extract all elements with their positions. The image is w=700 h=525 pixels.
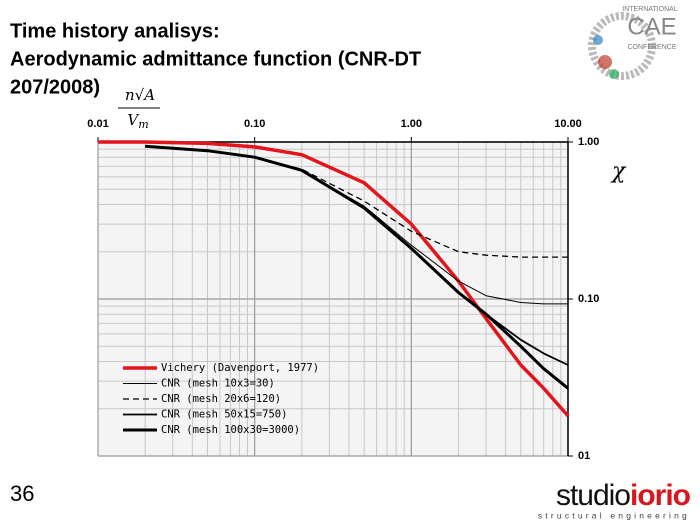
x-tick-label: 10.00 (554, 118, 582, 130)
logo-dot (598, 55, 612, 69)
legend-label: CNR (mesh 10x3=30) (161, 378, 275, 390)
logo-text: INTERNATIONAL (622, 6, 678, 13)
x-label-subscript: m (138, 118, 148, 131)
logo-text: CAE (627, 13, 676, 40)
y-tick-label: 0.10 (578, 293, 599, 305)
legend-label: Vichery (Davenport, 1977) (161, 362, 319, 374)
title-line: Aerodynamic admittance function (CNR-DT (10, 48, 421, 70)
y-tick-label: 1.00 (578, 136, 599, 148)
legend-label: CNR (mesh 100x30=3000) (161, 424, 300, 436)
series-line (145, 144, 569, 390)
x-tick-label: 0.10 (244, 118, 265, 130)
brand-logo: studioiorio (556, 479, 691, 512)
title-line: 207/2008) (10, 76, 100, 98)
logo-text: CONFERENCE (627, 44, 676, 51)
logo-ring (588, 12, 656, 80)
y-axis-label: χ (610, 159, 627, 184)
logo-dot (593, 35, 603, 45)
page-number: 36 (10, 481, 34, 506)
title-line: Time history analisys: (10, 20, 220, 42)
series-line (98, 140, 570, 418)
x-label-denominator: Vm (127, 111, 148, 131)
brand-tagline: structural engineering (538, 510, 690, 520)
logo-dot (609, 69, 619, 79)
legend-label: CNR (mesh 20x6=120) (161, 393, 281, 405)
x-label-denominator-base: V (127, 111, 140, 129)
brand-part: studio (556, 479, 630, 512)
brand-part: iorio (630, 479, 691, 512)
x-tick-label: 1.00 (401, 118, 422, 130)
y-tick-label: 01 (578, 450, 590, 462)
x-axis-label: n√A Vm (118, 86, 160, 131)
cae-logo: INTERNATIONAL CAE CONFERENCE (588, 6, 678, 80)
x-label-numerator: n√A (125, 86, 155, 104)
legend-label: CNR (mesh 50x15=750) (161, 409, 287, 421)
x-tick-label: 0.01 (87, 118, 108, 130)
